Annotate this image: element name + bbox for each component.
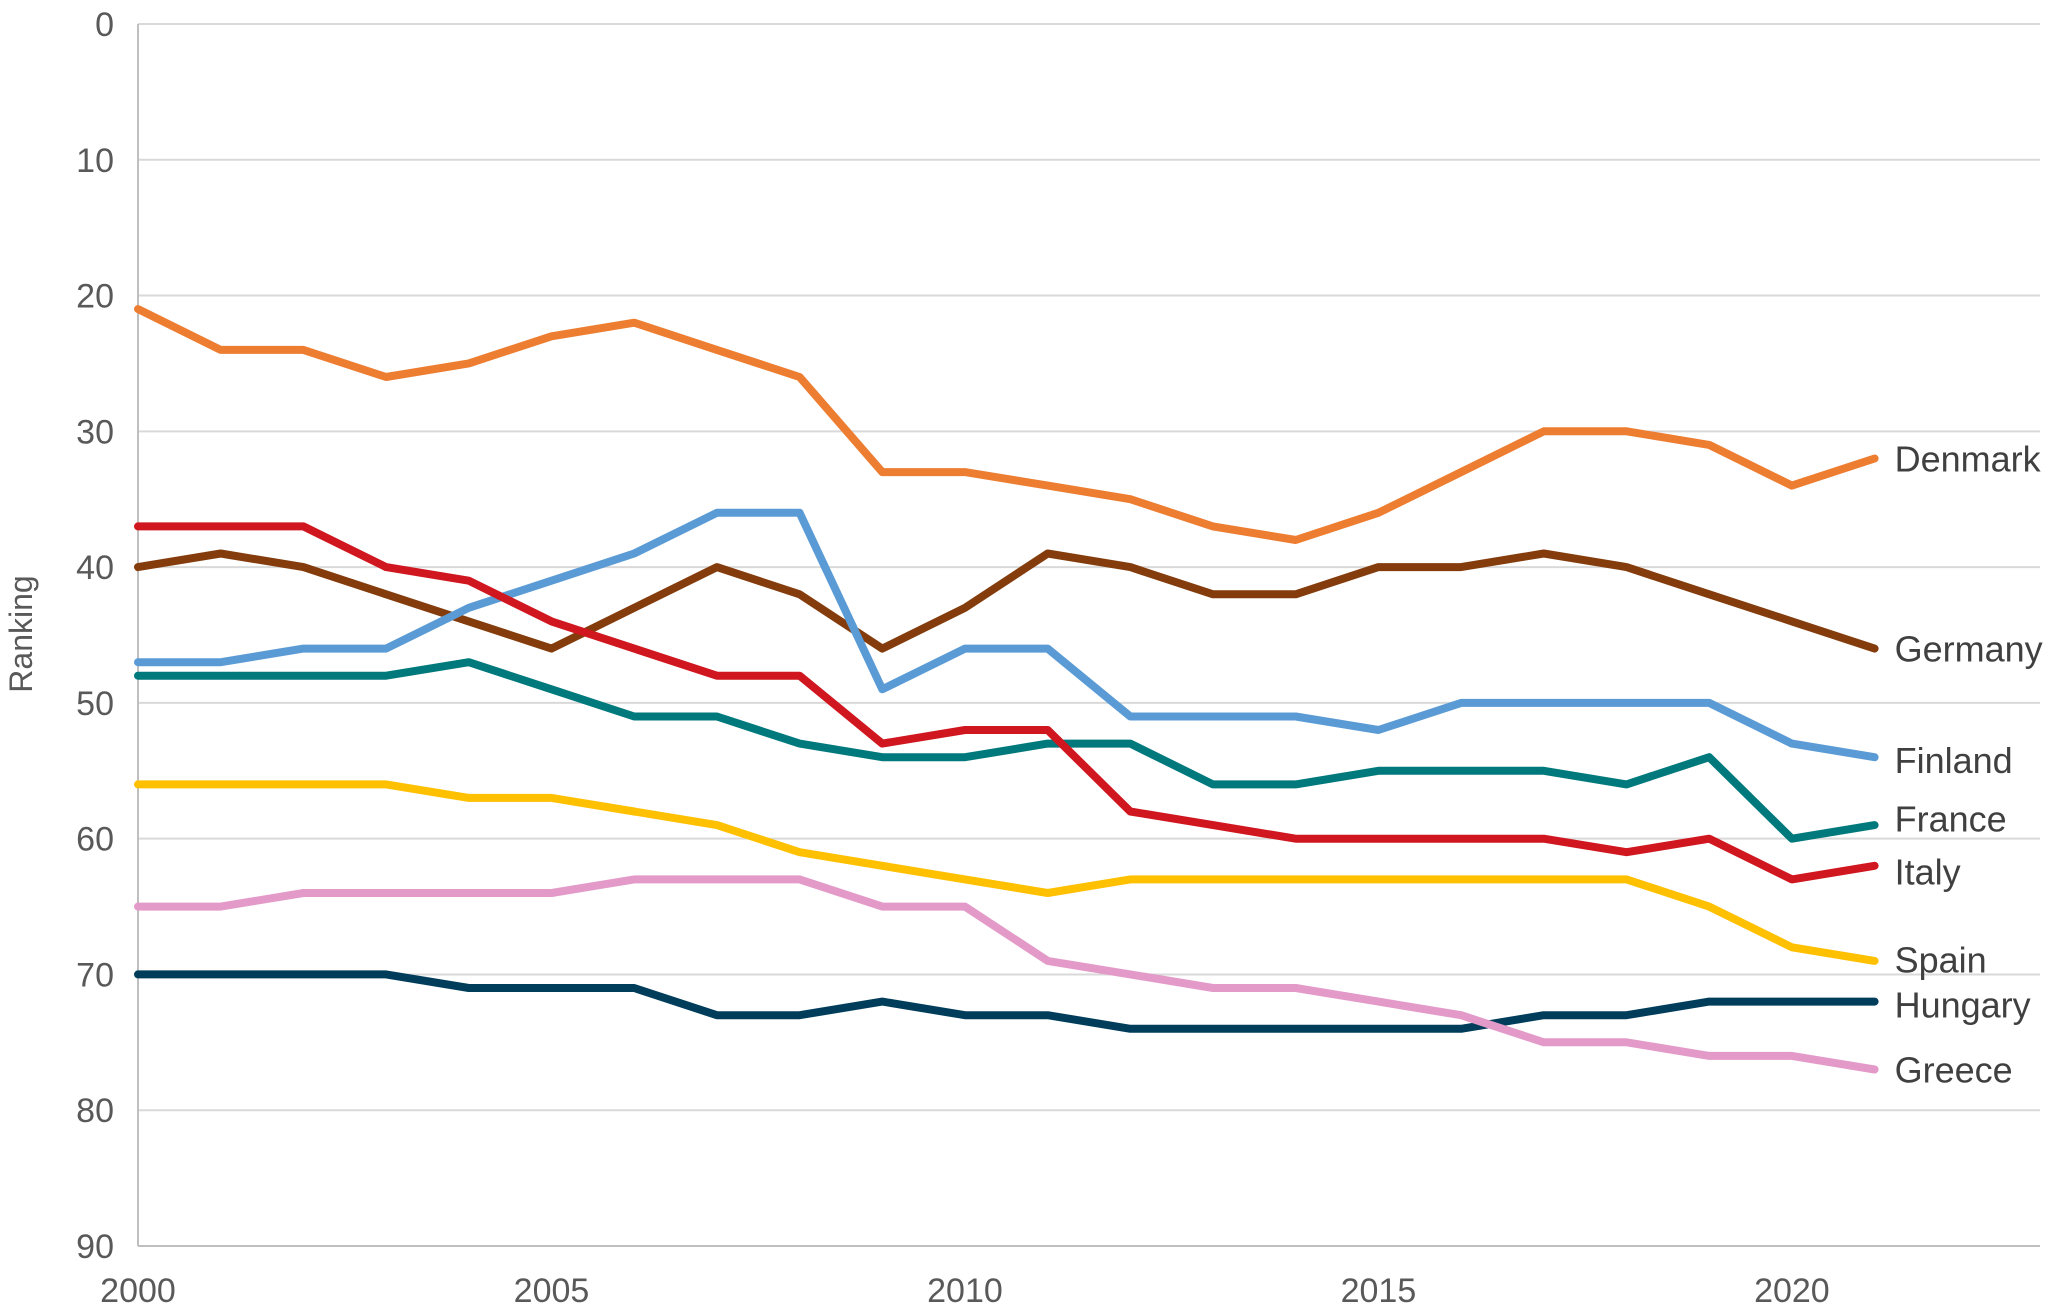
x-tick-label: 2020 bbox=[1754, 1272, 1830, 1310]
axes bbox=[137, 24, 2040, 1247]
y-tick-label: 60 bbox=[76, 821, 114, 859]
x-axis-tick-labels: 2000 2005 2010 2015 2020 bbox=[100, 1272, 1830, 1310]
y-tick-label: 90 bbox=[76, 1228, 114, 1266]
series-label-finland: Finland bbox=[1895, 740, 2013, 781]
series-label-france: France bbox=[1895, 798, 2007, 839]
y-axis-title: Ranking bbox=[3, 575, 39, 692]
series-line-italy bbox=[134, 522, 1879, 884]
series-line-finland bbox=[134, 508, 1879, 762]
y-tick-label: 50 bbox=[76, 685, 114, 723]
series-label-denmark: Denmark bbox=[1895, 438, 2042, 479]
y-tick-label: 20 bbox=[76, 278, 114, 316]
series-end-labels: Denmark Germany Finland France Italy SpainHun… bbox=[1895, 438, 2043, 1090]
y-tick-label: 10 bbox=[76, 142, 114, 180]
x-tick-label: 2010 bbox=[927, 1272, 1003, 1310]
series-line-germany bbox=[134, 549, 1879, 653]
y-tick-label: 0 bbox=[95, 6, 114, 44]
x-tick-label: 2005 bbox=[514, 1272, 590, 1310]
series-label-hungary: Hungary bbox=[1895, 984, 2031, 1025]
y-tick-label: 80 bbox=[76, 1092, 114, 1130]
series-line-denmark bbox=[134, 305, 1879, 544]
series-line-france bbox=[134, 658, 1879, 843]
series-lines bbox=[134, 305, 1879, 1074]
series-line-greece bbox=[134, 875, 1879, 1074]
series-label-germany: Germany bbox=[1895, 629, 2043, 670]
y-axis-tick-labels: 0 10 20 30 40 50 60 70 80 90 bbox=[76, 6, 114, 1266]
gridlines bbox=[138, 23, 2040, 1112]
x-tick-label: 2000 bbox=[100, 1272, 176, 1310]
y-tick-label: 40 bbox=[76, 549, 114, 587]
y-tick-label: 30 bbox=[76, 413, 114, 451]
y-tick-label: 70 bbox=[76, 956, 114, 994]
series-label-spain: Spain bbox=[1895, 940, 1987, 981]
x-tick-label: 2015 bbox=[1341, 1272, 1417, 1310]
series-label-italy: Italy bbox=[1895, 851, 1961, 892]
series-line-hungary bbox=[134, 970, 1879, 1033]
series-line-spain bbox=[134, 780, 1879, 965]
series-label-greece: Greece bbox=[1895, 1049, 2013, 1090]
